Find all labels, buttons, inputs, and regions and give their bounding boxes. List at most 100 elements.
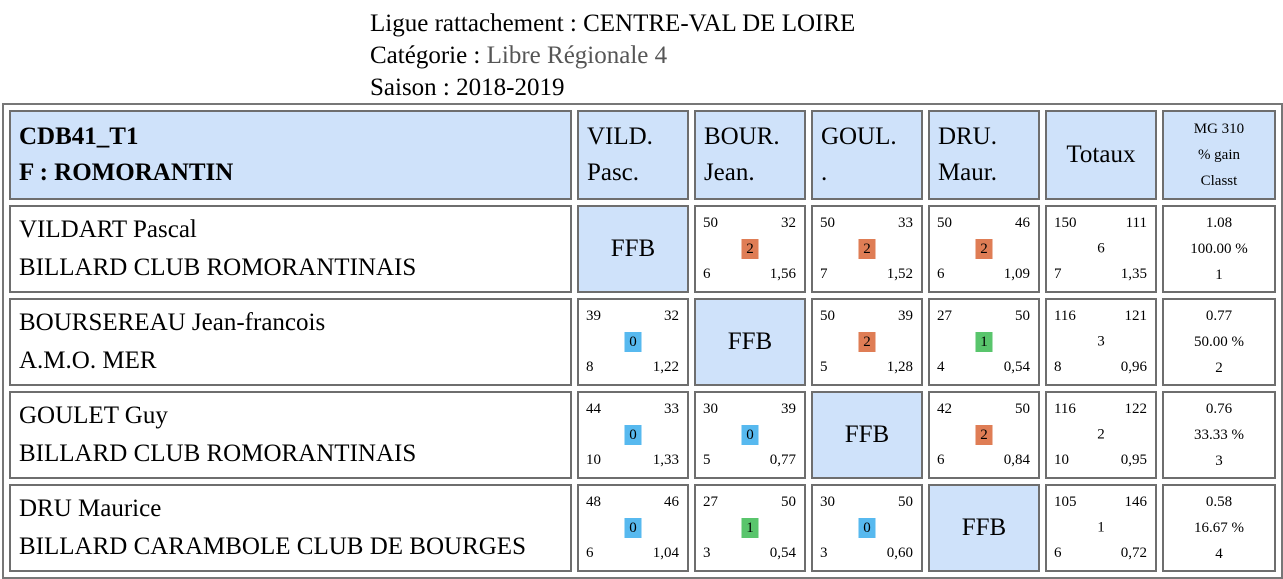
- match-result-badge: 2: [858, 332, 876, 352]
- column-header-line2: Maur.: [937, 159, 997, 186]
- totals-cell: 116 121 3 8 0,96: [1044, 298, 1157, 386]
- match-points: 30: [702, 401, 718, 417]
- match-opponent-points: 50: [1014, 401, 1030, 417]
- match-cell: 30 50 0 3 0,60: [810, 484, 923, 572]
- match-average: 0,77: [769, 452, 796, 468]
- stats-cell: 0.76 33.33 % 3: [1161, 391, 1276, 479]
- total-points: 150: [1053, 215, 1077, 231]
- match-points: 48: [585, 494, 601, 510]
- match-cell: 27 50 1 4 0,54: [927, 298, 1040, 386]
- match-points: 30: [819, 494, 835, 510]
- totals-cell: 105 146 1 6 0,72: [1044, 484, 1157, 572]
- match-average: 1,33: [652, 452, 679, 468]
- match-cell: 50 46 2 6 1,09: [927, 205, 1040, 293]
- team-header-cell: CDB41_T1 F : ROMORANTIN: [9, 110, 572, 200]
- match-cell: 48 46 0 6 1,04: [576, 484, 689, 572]
- mg-value: 1.08: [1205, 215, 1233, 231]
- match-opponent-points: 32: [780, 215, 796, 231]
- match-opponent-points: 50: [1014, 308, 1030, 324]
- self-match-cell: FFB: [927, 484, 1040, 572]
- match-reprises: 4: [936, 359, 945, 375]
- match-average: 0,54: [769, 545, 796, 561]
- player-cell: VILDART Pascal BILLARD CLUB ROMORANTINAI…: [9, 205, 572, 293]
- total-reprises: 10: [1053, 452, 1069, 468]
- match-result-badge: 2: [741, 239, 759, 259]
- match-reprises: 6: [936, 452, 945, 468]
- results-table: CDB41_T1 F : ROMORANTIN VILD. Pasc. BOUR…: [2, 103, 1283, 579]
- match-result-badge: 0: [624, 332, 642, 352]
- rank-value: 4: [1215, 546, 1223, 562]
- column-header-player: DRU. Maur.: [927, 110, 1040, 200]
- classt-label: Classt: [1200, 173, 1238, 189]
- total-result: 6: [1097, 240, 1105, 257]
- total-opponent-points: 122: [1124, 401, 1147, 417]
- column-header-line2: Pasc.: [586, 159, 640, 186]
- match-points: 50: [936, 215, 952, 231]
- match-result-badge: 0: [624, 518, 642, 538]
- rank-value: 2: [1215, 360, 1223, 376]
- match-reprises: 5: [819, 359, 828, 375]
- match-points: 50: [819, 215, 835, 231]
- player-cell: GOULET Guy BILLARD CLUB ROMORANTINAIS: [9, 391, 572, 479]
- match-average: 1,22: [652, 359, 679, 375]
- match-reprises: 5: [702, 452, 711, 468]
- match-result-badge: 0: [858, 518, 876, 538]
- player-club: BILLARD CLUB ROMORANTINAIS: [19, 440, 417, 467]
- team-code: CDB41_T1: [19, 123, 139, 150]
- match-average: 1,56: [769, 266, 796, 282]
- total-average: 0,95: [1120, 452, 1147, 468]
- self-match-cell: FFB: [810, 391, 923, 479]
- match-cell: 39 32 0 8 1,22: [576, 298, 689, 386]
- total-result: 3: [1097, 333, 1105, 350]
- categorie-label: Catégorie :: [370, 42, 487, 69]
- total-points: 116: [1053, 308, 1076, 324]
- match-cell: 42 50 2 6 0,84: [927, 391, 1040, 479]
- table-row: VILDART Pascal BILLARD CLUB ROMORANTINAI…: [9, 205, 1276, 293]
- player-club: BILLARD CARAMBOLE CLUB DE BOURGES: [19, 533, 526, 560]
- table-row: GOULET Guy BILLARD CLUB ROMORANTINAIS 44…: [9, 391, 1276, 479]
- match-reprises: 10: [585, 452, 601, 468]
- rank-value: 3: [1215, 453, 1223, 469]
- player-name: VILDART Pascal: [19, 216, 197, 243]
- match-opponent-points: 33: [897, 215, 913, 231]
- stats-cell: 1.08 100.00 % 1: [1161, 205, 1276, 293]
- saison-label: Saison :: [370, 74, 457, 101]
- match-reprises: 6: [585, 545, 594, 561]
- table-header-row: CDB41_T1 F : ROMORANTIN VILD. Pasc. BOUR…: [9, 110, 1276, 200]
- match-average: 1,09: [1003, 266, 1030, 282]
- total-reprises: 8: [1053, 359, 1062, 375]
- table-row: DRU Maurice BILLARD CARAMBOLE CLUB DE BO…: [9, 484, 1276, 572]
- total-average: 1,35: [1120, 266, 1147, 282]
- total-average: 0,96: [1120, 359, 1147, 375]
- match-cell: 27 50 1 3 0,54: [693, 484, 806, 572]
- team-club: F : ROMORANTIN: [19, 159, 234, 186]
- column-header-line1: GOUL.: [820, 123, 897, 150]
- player-cell: BOURSEREAU Jean-francois A.M.O. MER: [9, 298, 572, 386]
- match-opponent-points: 46: [1014, 215, 1030, 231]
- player-club: BILLARD CLUB ROMORANTINAIS: [19, 254, 417, 281]
- stats-cell: 0.77 50.00 % 2: [1161, 298, 1276, 386]
- pct-value: 100.00 %: [1190, 241, 1248, 257]
- match-cell: 50 33 2 7 1,52: [810, 205, 923, 293]
- table-row: BOURSEREAU Jean-francois A.M.O. MER 39 3…: [9, 298, 1276, 386]
- total-opponent-points: 146: [1124, 494, 1147, 510]
- player-cell: DRU Maurice BILLARD CARAMBOLE CLUB DE BO…: [9, 484, 572, 572]
- pct-value: 16.67 %: [1193, 520, 1244, 536]
- pct-value: 50.00 %: [1193, 334, 1244, 350]
- match-result-badge: 2: [975, 425, 993, 445]
- match-reprises: 6: [702, 266, 711, 282]
- match-points: 42: [936, 401, 952, 417]
- mg-value: 0.58: [1205, 494, 1233, 510]
- ligue-line: Ligue rattachement : CENTRE-VAL DE LOIRE: [370, 8, 855, 40]
- total-result: 1: [1097, 519, 1105, 536]
- match-result-badge: 0: [624, 425, 642, 445]
- player-name: BOURSEREAU Jean-francois: [19, 309, 326, 336]
- saison-value: 2018-2019: [456, 74, 565, 101]
- match-reprises: 7: [819, 266, 828, 282]
- column-header-line2: .: [820, 159, 828, 186]
- match-opponent-points: 32: [663, 308, 679, 324]
- match-points: 39: [585, 308, 601, 324]
- match-result-badge: 1: [975, 332, 993, 352]
- match-opponent-points: 46: [663, 494, 679, 510]
- player-name: DRU Maurice: [19, 495, 162, 522]
